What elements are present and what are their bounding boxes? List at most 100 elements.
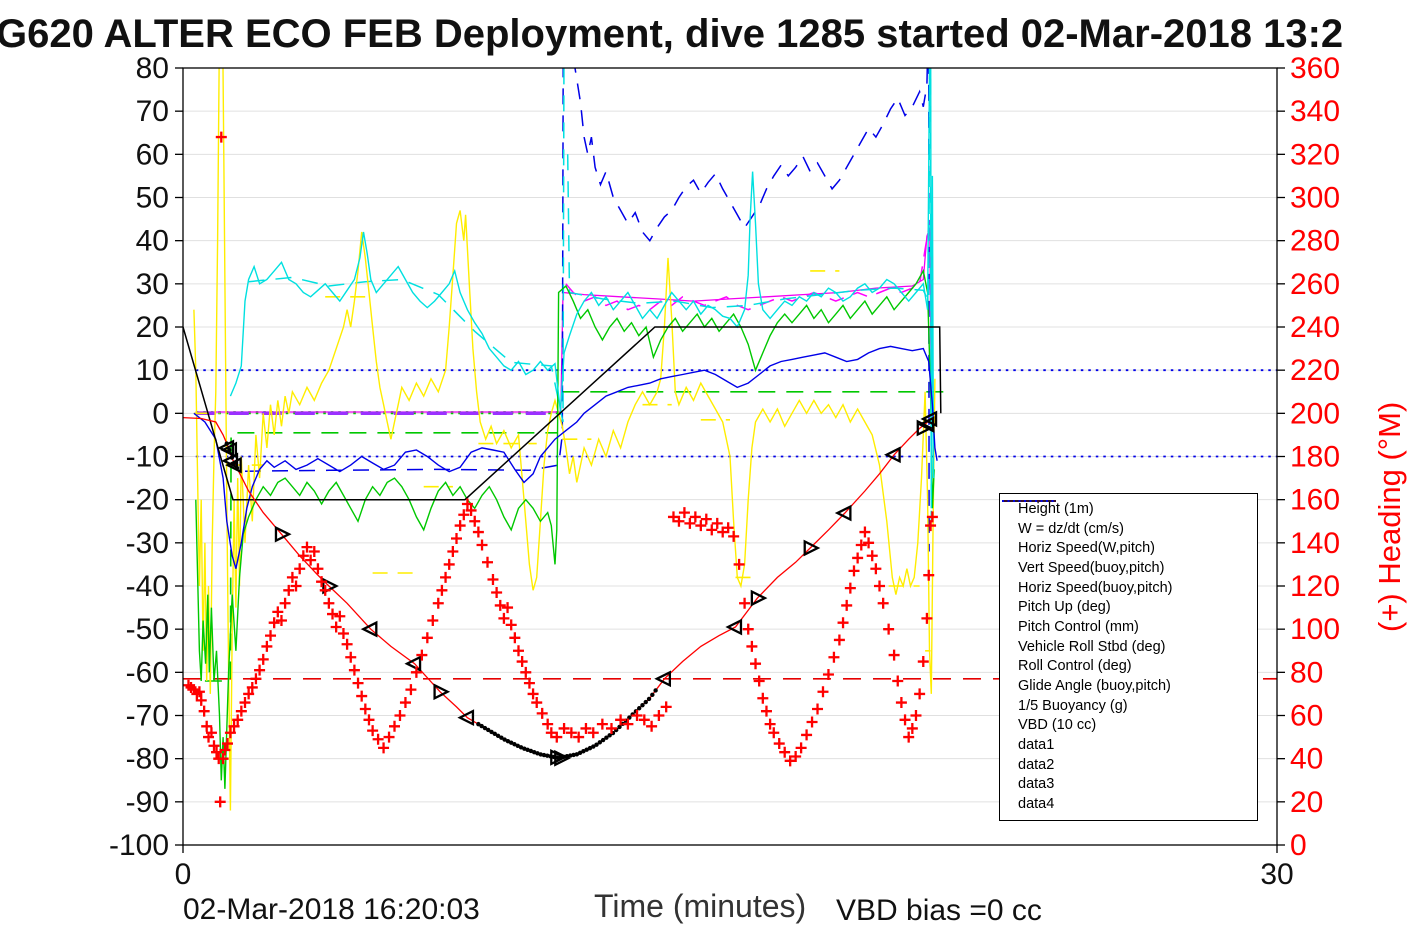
marker-triangle-left [834, 504, 852, 522]
marker-triangle-right [803, 539, 821, 557]
x-axis-label: Time (minutes) [594, 888, 807, 924]
left-tick-label: 40 [136, 225, 169, 258]
legend-entry-label: Glide Angle (buoy,pitch) [1018, 678, 1171, 695]
apogee-dot [577, 750, 583, 755]
apogee-dot [591, 744, 596, 749]
series-pitch-up [195, 268, 935, 789]
right-tick-label: 140 [1290, 527, 1340, 560]
apogee-dot [640, 702, 645, 708]
apogee-dot [515, 743, 520, 749]
right-y-axis-label: (+) Heading (°M) [1372, 401, 1407, 632]
legend-entry: Glide Angle (buoy,pitch) [1000, 500, 1257, 696]
legend-entry-label: Horiz Speed(buoy,pitch) [1018, 579, 1173, 596]
right-tick-label: 60 [1290, 700, 1323, 733]
marker-triangle-left [884, 446, 901, 464]
marker-triangle-right [554, 749, 571, 767]
legend-entry: Pitch Up (deg) [1000, 500, 1257, 617]
legend-entry-label: Pitch Control (mm) [1018, 618, 1139, 635]
legend-line-swatch [1002, 500, 1056, 502]
apogee-dot [571, 752, 576, 758]
apogee-dot [495, 733, 501, 738]
left-tick-label: -10 [126, 441, 169, 474]
apogee-dot [650, 692, 655, 698]
marker-triangle-left [220, 441, 238, 459]
left-tick-label: 80 [136, 52, 169, 85]
left-tick-label: 50 [136, 182, 169, 215]
apogee-dot [479, 723, 484, 729]
right-tick-label: 20 [1290, 786, 1323, 819]
marker-triangle-left [404, 655, 422, 673]
marker-triangle-right [750, 589, 768, 607]
series-vert-speed-buoy [244, 68, 930, 552]
right-tick-label: 360 [1290, 52, 1340, 85]
left-tick-label: -30 [126, 527, 169, 560]
dive-start-time-label: 02-Mar-2018 16:20:03 [183, 893, 480, 926]
legend-entry: Horiz Speed(W,pitch) [1000, 500, 1257, 558]
figure-title: G620 ALTER ECO FEB Deployment, dive 1285… [0, 12, 1344, 56]
marker-triangle-left [360, 620, 378, 638]
apogee-dot [509, 740, 514, 745]
left-tick-label: -100 [109, 829, 169, 862]
marker-triangle-right [916, 419, 934, 437]
right-tick-label: 320 [1290, 138, 1340, 171]
apogee-dot [492, 731, 497, 737]
left-tick-label: -80 [126, 743, 169, 776]
apogee-dot [512, 742, 517, 747]
left-tick-label: -70 [126, 700, 169, 733]
series-vehicle-roll [193, 68, 936, 811]
series-glide-angle [565, 227, 934, 401]
apogee-dot [653, 688, 658, 693]
right-tick-label: 220 [1290, 354, 1340, 387]
legend-entry-label: data4 [1018, 796, 1055, 813]
x-tick-label: 0 [175, 858, 192, 891]
apogee-dot [489, 729, 494, 735]
legend-entry: data2 [1000, 500, 1257, 775]
apogee-dot [545, 753, 550, 758]
marker-triangle-right [274, 525, 292, 543]
right-tick-label: 40 [1290, 743, 1323, 776]
apogee-dot [584, 747, 589, 752]
heading-scatter [183, 131, 938, 808]
legend-entry: VBD (10 cc) [1000, 500, 1257, 736]
apogee-dot [636, 706, 642, 711]
legend-entry: data1 [1000, 500, 1257, 755]
left-tick-label: -50 [126, 613, 169, 646]
left-tick-label: 30 [136, 268, 169, 301]
legend-entry-label: Pitch Up (deg) [1018, 599, 1111, 616]
apogee-dot [499, 735, 504, 740]
right-tick-label: 120 [1290, 570, 1340, 603]
left-tick-label: 10 [136, 354, 169, 387]
left-tick-label: -60 [126, 656, 169, 689]
apogee-dot [646, 696, 652, 702]
left-tick-label: 70 [136, 95, 169, 128]
series-roll-control [193, 270, 931, 652]
apogee-dot [486, 727, 491, 733]
apogee-dot [597, 740, 603, 745]
legend-entry: data3 [1000, 500, 1257, 795]
marker-triangle-left [654, 670, 672, 688]
apogee-dot [541, 752, 547, 758]
series-w-dzdt [193, 345, 938, 569]
apogee-dot [594, 742, 599, 747]
apogee-dot [617, 724, 622, 730]
right-tick-label: 80 [1290, 656, 1323, 689]
legend-entry: Pitch Control (mm) [1000, 500, 1257, 637]
legend-entry-label: data3 [1018, 776, 1055, 793]
marker-triangle-right [433, 683, 451, 701]
left-tick-label: 20 [136, 311, 169, 344]
right-tick-label: 300 [1290, 182, 1340, 215]
right-tick-label: 180 [1290, 441, 1340, 474]
legend-entry: data4 [1000, 500, 1257, 814]
right-tick-label: 200 [1290, 397, 1340, 430]
legend-entry: Vehicle Roll Stbd (deg) [1000, 500, 1257, 657]
right-tick-label: 240 [1290, 311, 1340, 344]
right-tick-label: 160 [1290, 484, 1340, 517]
apogee-dot [505, 738, 511, 744]
legend-entry-label: Vehicle Roll Stbd (deg) [1018, 638, 1166, 655]
legend-entry: 1/5 Buoyancy (g) [1000, 500, 1257, 716]
apogee-dot [574, 752, 580, 757]
left-tick-label: 0 [152, 397, 169, 430]
legend-box: Height (1m) W = dz/dt (cm/s) Horiz Speed(W… [999, 493, 1258, 821]
legend-entry-label: Height (1m) [1018, 500, 1094, 517]
